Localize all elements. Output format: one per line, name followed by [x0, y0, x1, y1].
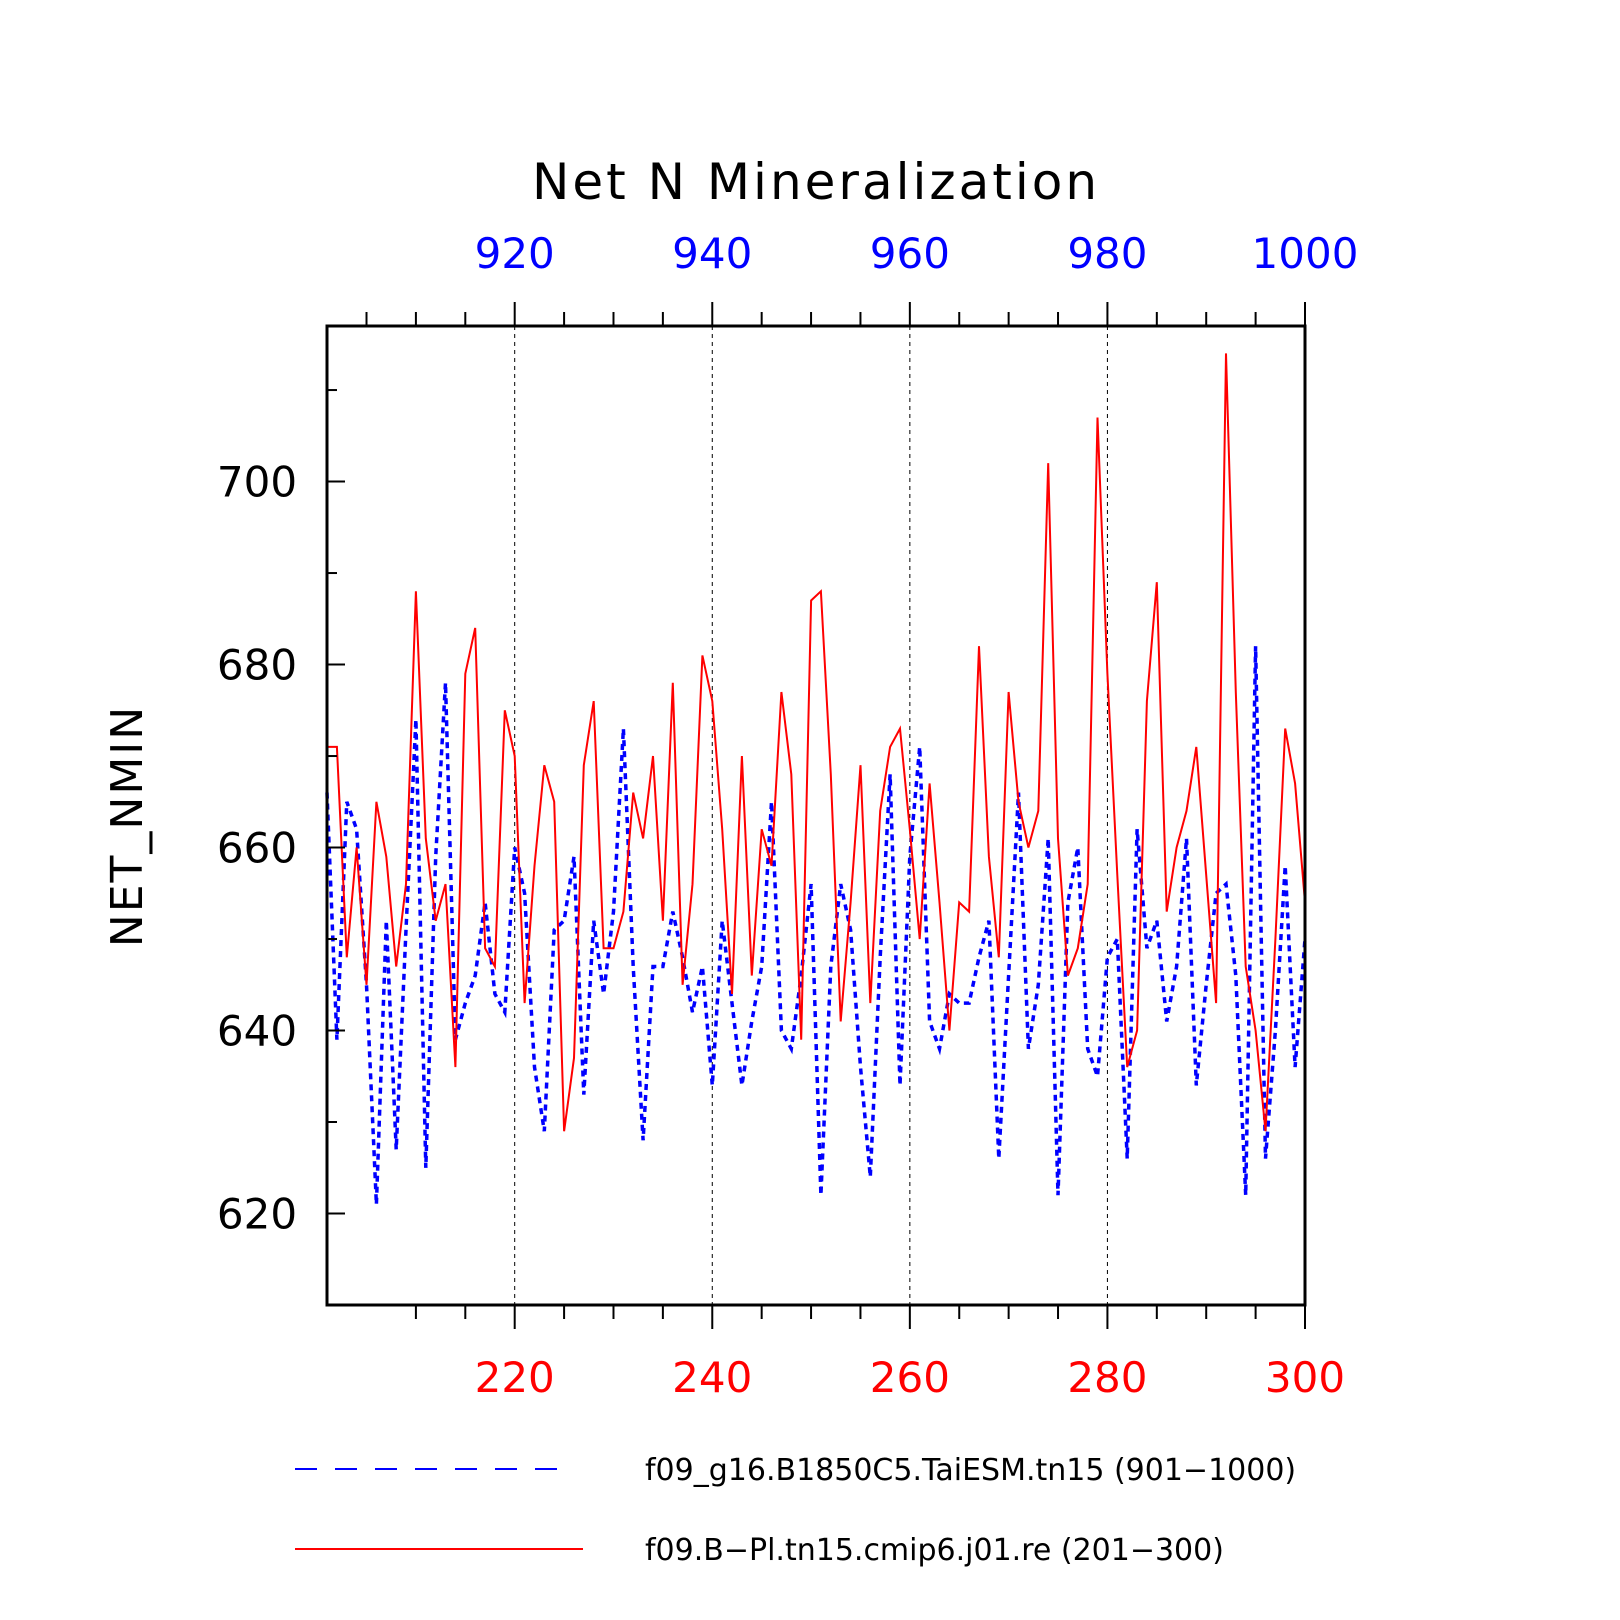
series-lines: [325, 353, 1307, 1205]
x-top-tick-label: 960: [870, 229, 950, 278]
x-top-tick-label: 940: [672, 229, 752, 278]
y-axis-label: NET_NMIN: [102, 705, 153, 947]
y-tick-label: 640: [217, 1007, 297, 1056]
tick-labels: 620 640 660 680 700 220 240 260 280 300 920 940 960 9…: [217, 229, 1359, 1402]
grid-lines: [514, 326, 1108, 1305]
legend-label-red: f09.B−Pl.tn15.cmip6.j01.re (201−300): [645, 1533, 1224, 1568]
plot-frame: [325, 324, 1307, 1307]
x-top-tick-label: 920: [475, 229, 555, 278]
x-bottom-tick-label: 220: [475, 1353, 555, 1402]
y-tick-label: 680: [217, 641, 297, 690]
y-tick-label: 620: [217, 1190, 297, 1239]
x-bottom-tick-label: 260: [870, 1353, 950, 1402]
axis-ticks: [327, 302, 1306, 1329]
x-top-tick-label: 980: [1067, 229, 1147, 278]
y-tick-label: 660: [217, 824, 297, 873]
x-bottom-tick-label: 280: [1067, 1353, 1147, 1402]
legend-label-blue: f09_g16.B1850C5.TaiESM.tn15 (901−1000): [645, 1453, 1296, 1488]
series-line-red-solid: [327, 353, 1306, 1132]
chart-title: Net N Mineralization: [532, 153, 1100, 211]
y-tick-label: 700: [217, 458, 297, 507]
legend: f09_g16.B1850C5.TaiESM.tn15 (901−1000) f…: [295, 1453, 1296, 1568]
x-bottom-tick-label: 300: [1265, 1353, 1345, 1402]
x-bottom-tick-label: 240: [672, 1353, 752, 1402]
x-top-tick-label: 1000: [1252, 229, 1359, 278]
series-line-blue-dashed: [325, 646, 1307, 1205]
